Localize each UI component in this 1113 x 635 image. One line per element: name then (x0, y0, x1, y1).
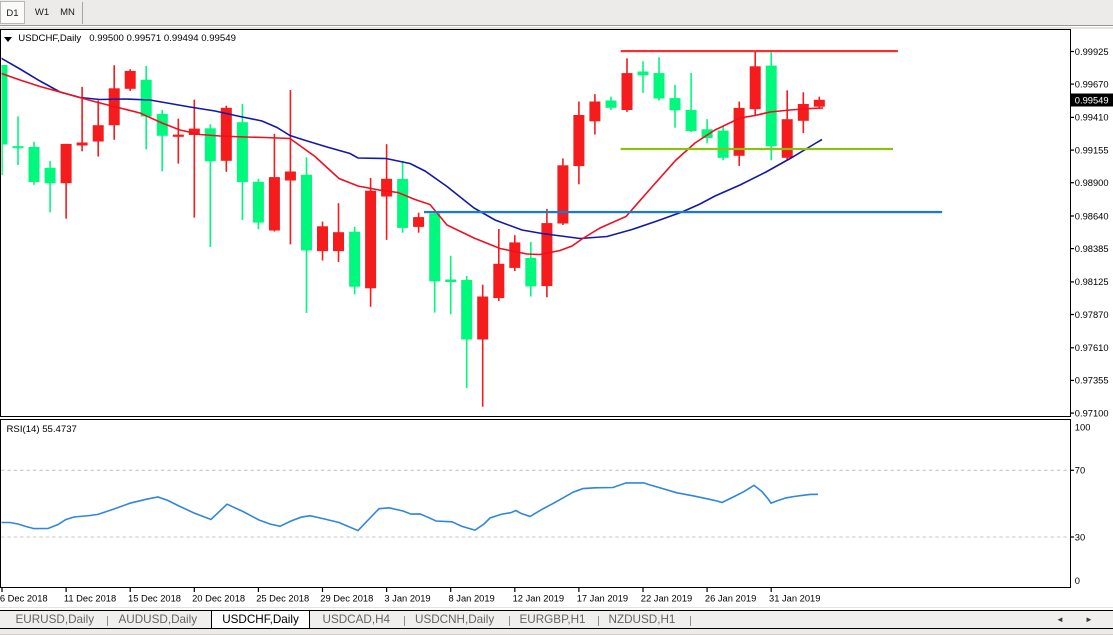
svg-text:25 Dec 2018: 25 Dec 2018 (256, 594, 309, 604)
svg-text:22 Jan 2019: 22 Jan 2019 (641, 594, 692, 604)
svg-text:12 Jan 2019: 12 Jan 2019 (513, 594, 564, 604)
svg-text:USDCHF,Daily 0.99500 0.99571: USDCHF,Daily 0.99500 0.99571 0.99494 0.9… (18, 33, 236, 44)
svg-text:29 Dec 2018: 29 Dec 2018 (320, 594, 373, 604)
svg-text:6 Dec 2018: 6 Dec 2018 (0, 594, 48, 604)
svg-text:30: 30 (1075, 532, 1085, 542)
svg-text:3 Jan 2019: 3 Jan 2019 (384, 594, 430, 604)
svg-text:8 Jan 2019: 8 Jan 2019 (449, 594, 495, 604)
svg-text:RSI(14) 55.4737: RSI(14) 55.4737 (7, 424, 77, 435)
svg-text:0.98640: 0.98640 (1075, 211, 1109, 221)
svg-text:26 Jan 2019: 26 Jan 2019 (705, 594, 756, 604)
svg-text:15 Dec 2018: 15 Dec 2018 (128, 594, 181, 604)
svg-text:0.99155: 0.99155 (1075, 145, 1109, 155)
svg-text:0: 0 (1075, 576, 1080, 586)
svg-text:70: 70 (1075, 466, 1085, 476)
svg-text:0.97355: 0.97355 (1075, 376, 1109, 386)
svg-text:0.98900: 0.98900 (1075, 178, 1109, 188)
svg-text:0.98125: 0.98125 (1075, 277, 1109, 287)
svg-text:17 Jan 2019: 17 Jan 2019 (577, 594, 628, 604)
svg-text:0.99925: 0.99925 (1075, 47, 1109, 57)
svg-text:100: 100 (1075, 423, 1091, 433)
svg-text:0.99549: 0.99549 (1075, 95, 1109, 105)
svg-text:20 Dec 2018: 20 Dec 2018 (192, 594, 245, 604)
svg-text:0.99410: 0.99410 (1075, 113, 1109, 123)
svg-text:31 Jan 2019: 31 Jan 2019 (769, 594, 820, 604)
svg-text:0.99670: 0.99670 (1075, 79, 1109, 89)
svg-text:0.97610: 0.97610 (1075, 343, 1109, 353)
svg-text:0.97870: 0.97870 (1075, 310, 1109, 320)
svg-text:0.97100: 0.97100 (1075, 408, 1109, 418)
svg-text:11 Dec 2018: 11 Dec 2018 (64, 594, 116, 604)
svg-text:0.98385: 0.98385 (1075, 244, 1109, 254)
